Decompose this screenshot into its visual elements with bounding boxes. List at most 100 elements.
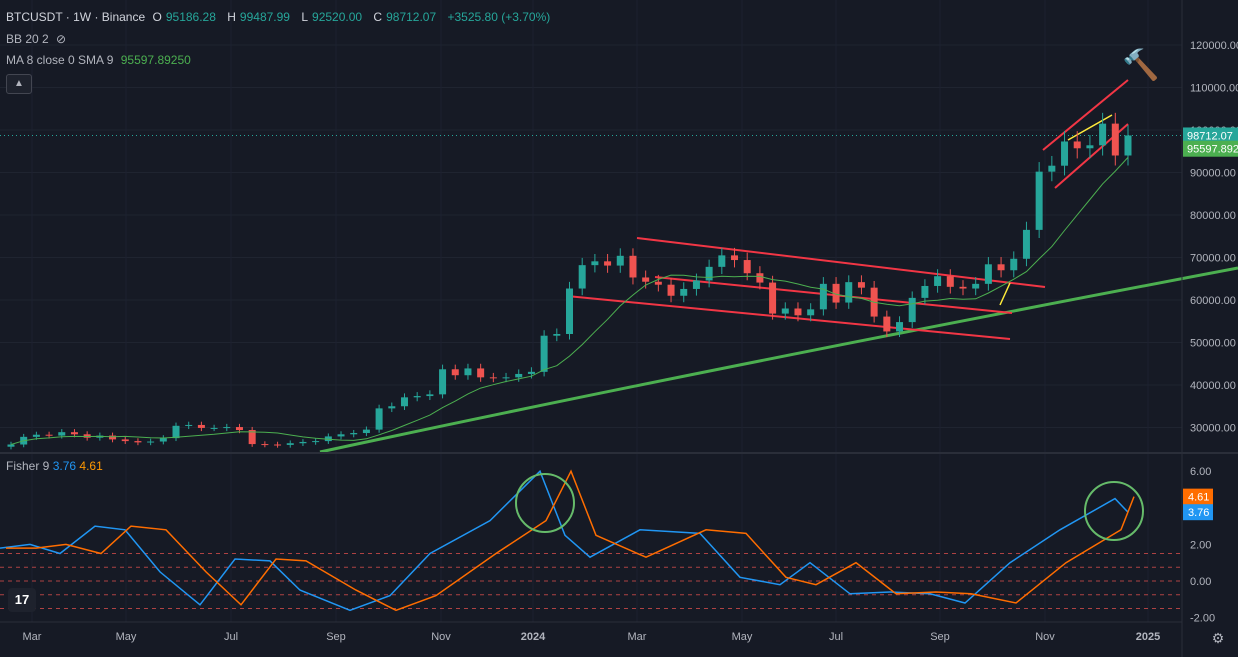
candle-body (477, 368, 485, 378)
candle-body (972, 283, 980, 289)
collapse-legend-button[interactable]: ▲ (6, 74, 32, 94)
price-label-box (1183, 127, 1238, 144)
price-label-box (1183, 140, 1238, 157)
candle-body (629, 255, 637, 278)
candle-body (337, 434, 345, 437)
ma-value: 95597.89250 (120, 53, 191, 67)
candle-body (70, 432, 78, 435)
candle-body (1124, 135, 1132, 156)
price-label-text: 98712.07 (1187, 130, 1233, 142)
fisher-value-text: 3.76 (1188, 507, 1209, 519)
candle-body (1035, 171, 1043, 230)
candle-body (375, 408, 383, 430)
candle-body (743, 260, 751, 274)
ma-legend[interactable]: MA 8 close 0 SMA 9 95597.89250 (6, 53, 195, 67)
candle-body (604, 261, 612, 266)
candle-body (109, 435, 117, 440)
candle-body (400, 397, 408, 407)
candle-body (1010, 258, 1018, 271)
x-tick-label: May (732, 631, 753, 643)
candle-body (299, 441, 307, 444)
ma-label: MA 8 close 0 SMA 9 (6, 53, 114, 67)
x-tick-label: Nov (431, 631, 451, 643)
candle-body (896, 322, 904, 332)
fisher-label: Fisher 9 (6, 459, 50, 473)
candle-body (7, 444, 15, 447)
candle-body (426, 394, 434, 397)
gear-icon[interactable]: ⚙ (1211, 630, 1225, 646)
bb-legend[interactable]: BB 20 2 ⊘ (6, 32, 70, 46)
fisher-y-tick-label: 0.00 (1190, 576, 1211, 588)
y-tick-label: 30000.00 (1190, 423, 1236, 435)
grid (0, 0, 1182, 622)
low-value: 92520.00 (312, 10, 363, 24)
y-tick-label: 80000.00 (1190, 210, 1236, 222)
y-tick-label: 90000.00 (1190, 168, 1236, 180)
tradingview-logo-icon[interactable]: 17 (8, 588, 36, 612)
x-tick-label: Jul (829, 631, 843, 643)
ma-line-path (10, 157, 1129, 445)
candle-body (58, 432, 66, 436)
candle-body (121, 439, 129, 442)
candle-body (566, 288, 573, 334)
candle-body (756, 273, 764, 283)
trigger-line (6, 469, 1135, 612)
candle-body (819, 283, 827, 310)
candle-body (185, 424, 193, 426)
rising-channel-upper (1042, 79, 1129, 151)
green-trendline (319, 266, 1238, 454)
candle-body (489, 377, 497, 379)
candle-body (362, 429, 370, 434)
y-tick-label: 50000.00 (1190, 338, 1236, 350)
symbol-label[interactable]: BTCUSDT · 1W · Binance (6, 10, 146, 24)
candle-body (1022, 229, 1030, 259)
candle-body (502, 377, 510, 379)
fisher-y-tick-label: -2.00 (1190, 613, 1215, 625)
channel-lower-line (566, 295, 1011, 340)
candle-body (274, 444, 282, 446)
highlight-circle (515, 473, 575, 533)
candle-body (32, 434, 40, 437)
open-value: 95186.28 (165, 10, 216, 24)
candle-body (680, 288, 688, 296)
candle-body (934, 276, 942, 286)
x-tick-label: Mar (23, 631, 42, 643)
candle-body (769, 282, 777, 314)
candle-body (248, 430, 256, 445)
fisher-y-tick-label: 6.00 (1190, 466, 1211, 478)
candle-body (324, 436, 332, 442)
candle-body (413, 396, 421, 398)
fisher-value-box (1183, 488, 1213, 505)
eye-off-icon[interactable]: ⊘ (56, 32, 67, 46)
candle-body (451, 369, 459, 376)
candle-body (159, 438, 167, 442)
change-value: +3525.80 (+3.70%) (447, 10, 551, 24)
yellow-line (1067, 114, 1113, 141)
candle-body (578, 265, 586, 289)
candle-body (667, 284, 675, 296)
candle-body (197, 424, 205, 428)
x-tick-label: Sep (930, 631, 950, 643)
x-tick-label: Sep (326, 631, 346, 643)
candle-body (261, 444, 269, 446)
price-label-text: 95597.8925 (1187, 144, 1238, 156)
candle-body (616, 255, 624, 266)
candle-body (959, 286, 967, 289)
symbol-legend: BTCUSDT · 1W · Binance O 95186.28 H 99487.… (6, 10, 551, 24)
fisher-pane (0, 469, 1182, 612)
y-tick-label: 110000.00 (1190, 83, 1238, 95)
candle-body (591, 261, 599, 266)
candle-body (984, 264, 992, 284)
x-tick-label: Nov (1035, 631, 1055, 643)
yellow-tick-line (999, 282, 1011, 306)
candle-body (997, 264, 1005, 271)
candle-body (1048, 165, 1056, 172)
candle-body (515, 373, 523, 378)
candle-body (1099, 123, 1107, 146)
bb-label: BB 20 2 (6, 32, 49, 46)
candle-body (921, 285, 929, 298)
hammer-icon: 🔨 (1122, 49, 1160, 82)
fisher-legend[interactable]: Fisher 9 3.76 4.61 (6, 459, 103, 473)
